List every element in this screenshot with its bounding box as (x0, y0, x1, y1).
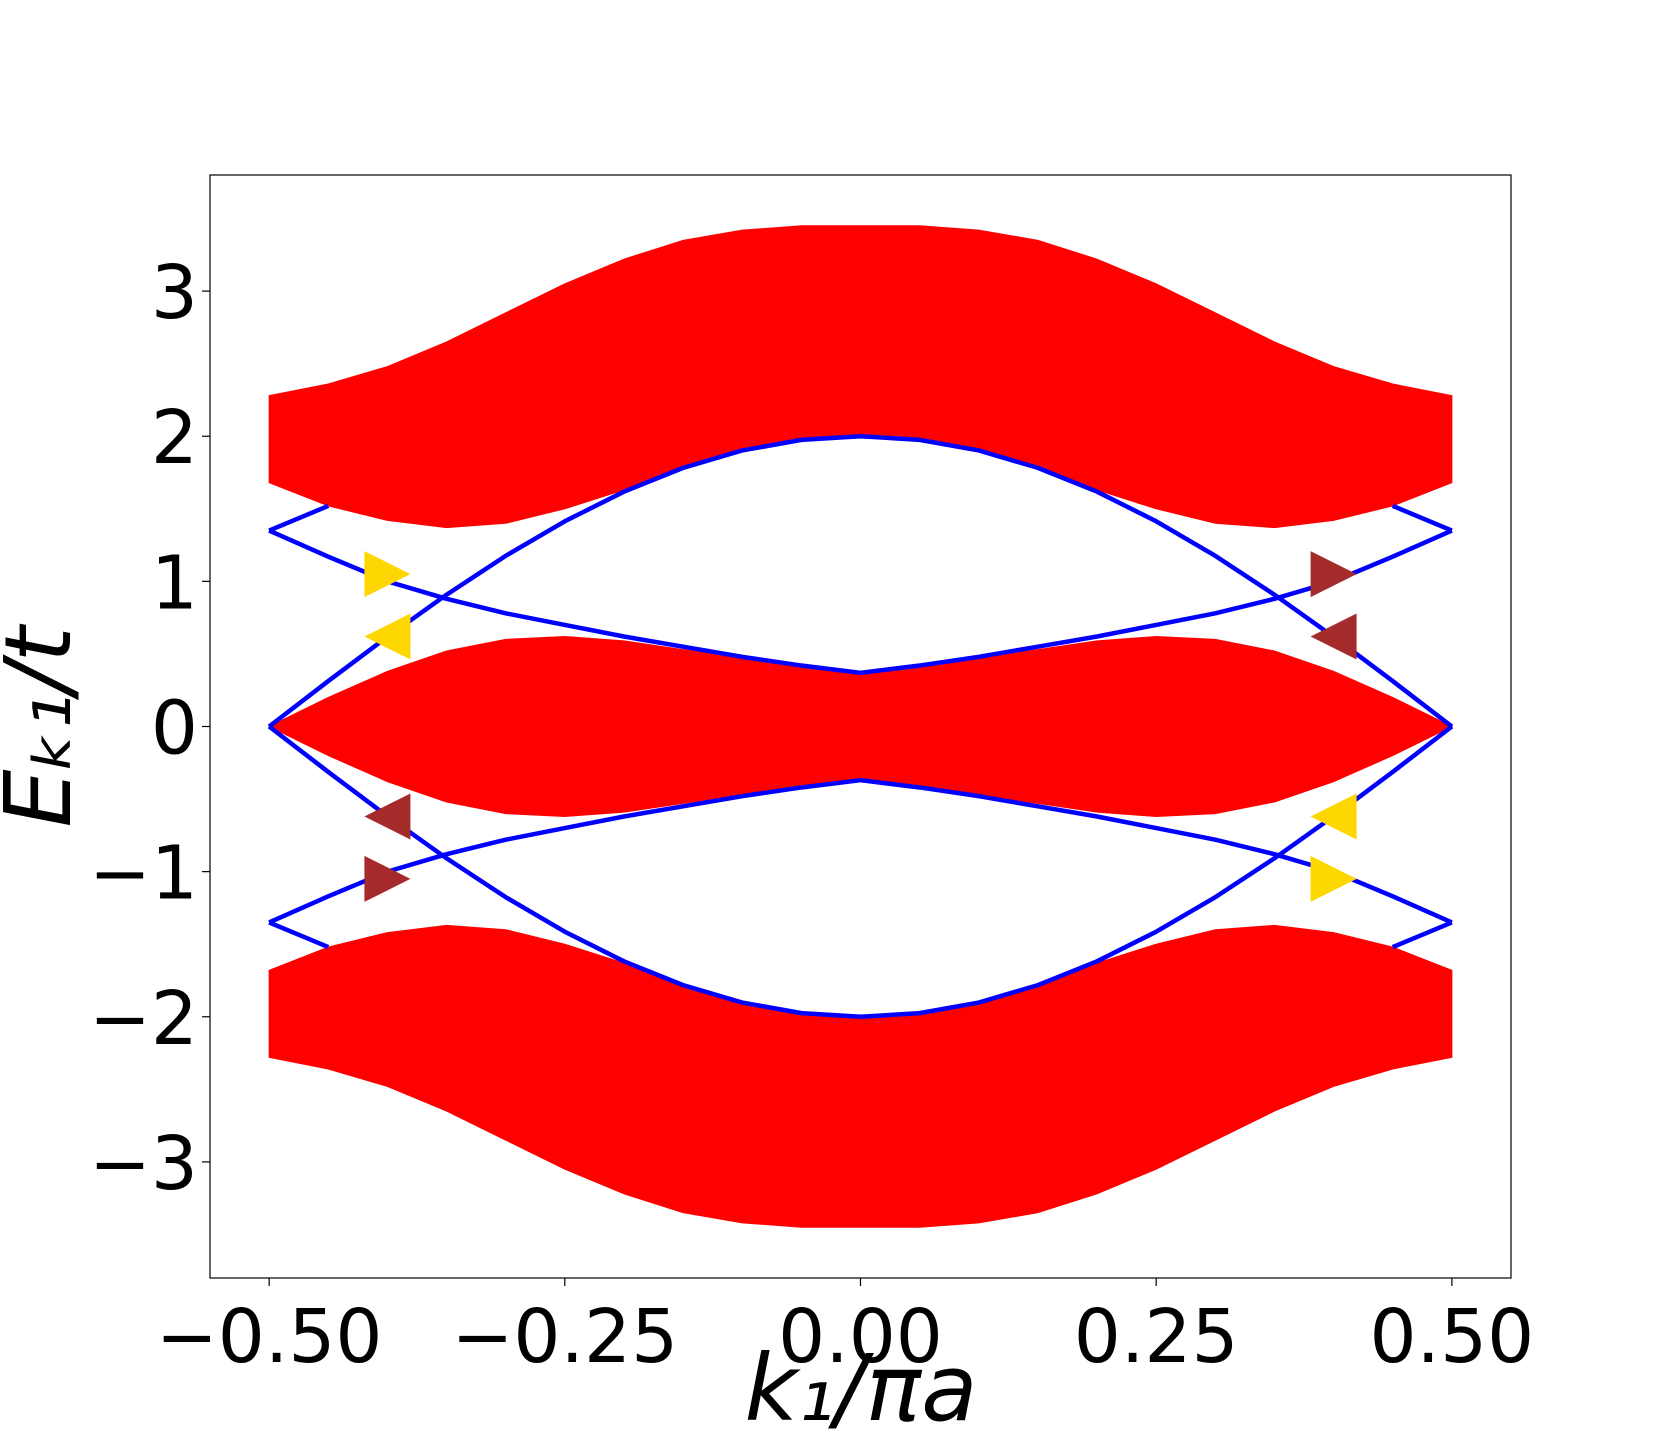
band-area (268, 225, 1453, 529)
edge-state-line (268, 920, 1453, 950)
triangle-marker (1310, 855, 1357, 902)
y-tick-label: 2 (151, 395, 198, 481)
edge-state-line (268, 777, 1453, 925)
edge-state-line (268, 528, 1453, 676)
x-tick-label: −0.50 (156, 1294, 383, 1380)
y-tick-label: −1 (89, 831, 198, 917)
triangle-marker (1310, 613, 1357, 660)
x-tick-label: 0.25 (1074, 1294, 1239, 1380)
y-tick-label: 0 (151, 686, 198, 772)
y-tick-label: 1 (151, 540, 198, 626)
x-tick-label: 0.50 (1369, 1294, 1534, 1380)
triangle-marker (364, 551, 411, 598)
triangle-marker (1310, 793, 1357, 840)
y-tick-label: −3 (89, 1121, 198, 1207)
triangle-marker (364, 793, 411, 840)
x-axis-label: k₁/πa (745, 1335, 978, 1440)
triangle-marker (364, 613, 411, 660)
band-area (268, 924, 1453, 1228)
triangle-marker (364, 855, 411, 902)
edge-state-line (267, 433, 1454, 729)
x-tick-label: 0.00 (778, 1294, 943, 1380)
x-tick-label: −0.25 (451, 1294, 678, 1380)
y-tick-label: 3 (151, 250, 198, 336)
y-tick-label: −2 (89, 976, 198, 1062)
triangle-marker (1310, 551, 1357, 598)
edge-state-line (268, 503, 1453, 533)
band-area (268, 636, 1453, 817)
edge-state-line (267, 724, 1454, 1020)
y-axis-label: Eₖ₁/t (0, 623, 92, 827)
